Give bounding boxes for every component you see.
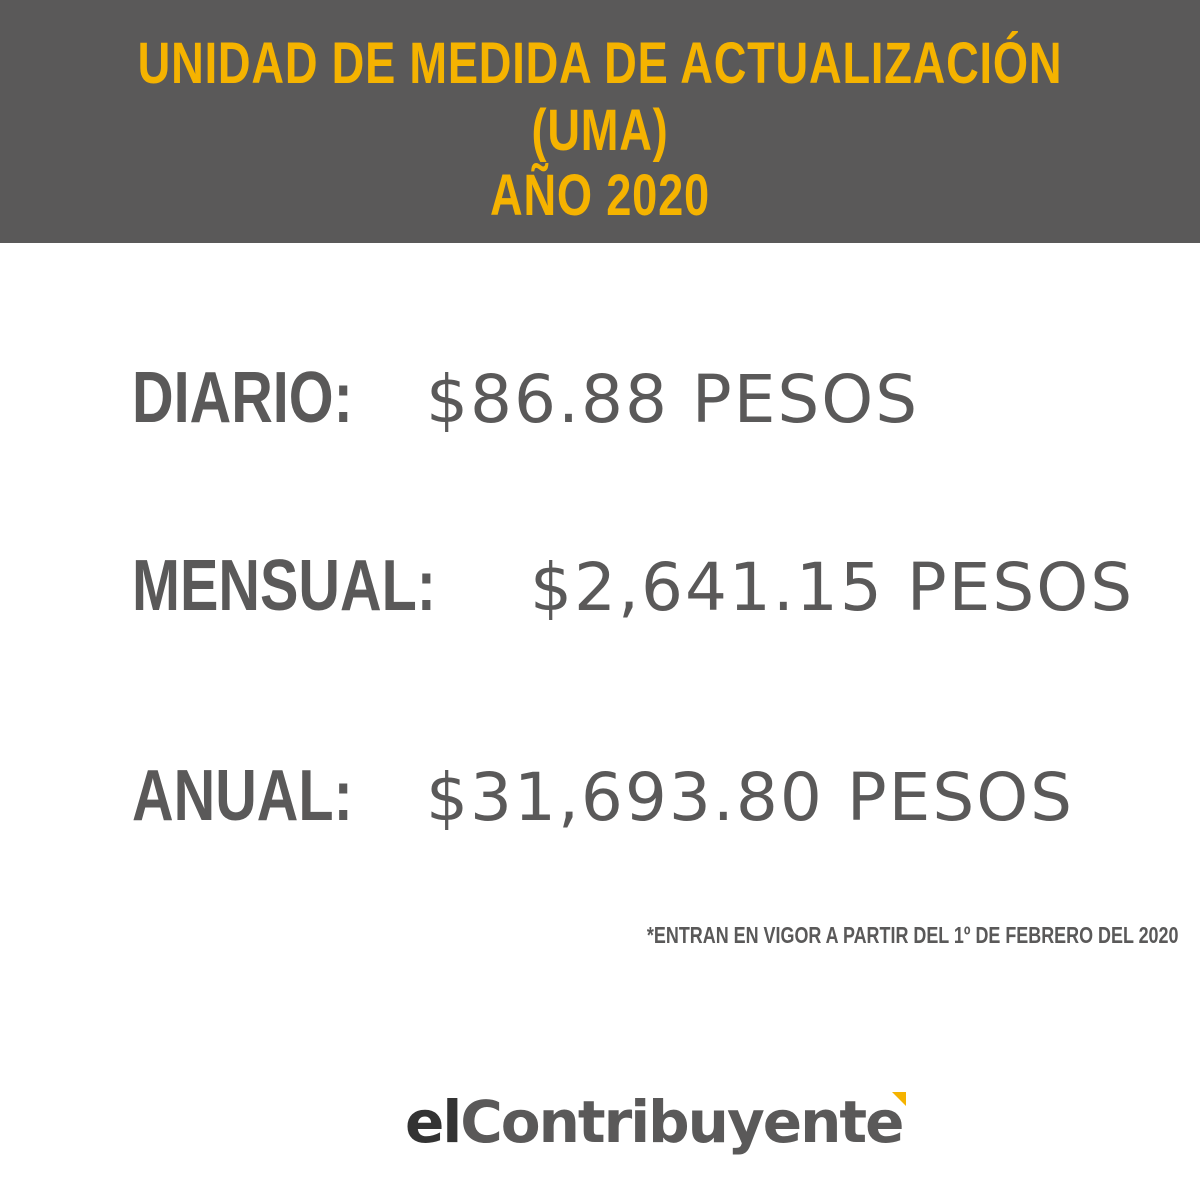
brand-logo: elContribuyente [405,1088,907,1156]
footnote: *ENTRAN EN VIGOR A PARTIR DEL 1º DE FEBR… [646,922,1178,948]
daily-label: DIARIO: [132,358,353,438]
logo-accent-icon [892,1092,907,1106]
monthly-amount: $2,641.15 PESOS [529,549,1135,626]
value-row-daily: DIARIO: $86.88 PESOS [132,362,919,434]
annual-label: ANUAL: [132,756,353,836]
logo-prefix: el [405,1088,462,1156]
title-line-2: AÑO 2020 [490,163,710,228]
daily-amount: $86.88 PESOS [426,361,920,438]
header-banner: UNIDAD DE MEDIDA DE ACTUALIZACIÓN (UMA) … [0,0,1200,243]
annual-amount: $31,693.80 PESOS [425,759,1075,836]
value-row-monthly: MENSUAL: $2,641.15 PESOS [132,550,1134,622]
value-row-annual: ANUAL: $31,693.80 PESOS [132,760,1074,832]
monthly-label: MENSUAL: [132,546,436,626]
logo-name: Contribuyente [460,1088,904,1156]
title-line-1: UNIDAD DE MEDIDA DE ACTUALIZACIÓN (UMA) [137,31,1063,163]
